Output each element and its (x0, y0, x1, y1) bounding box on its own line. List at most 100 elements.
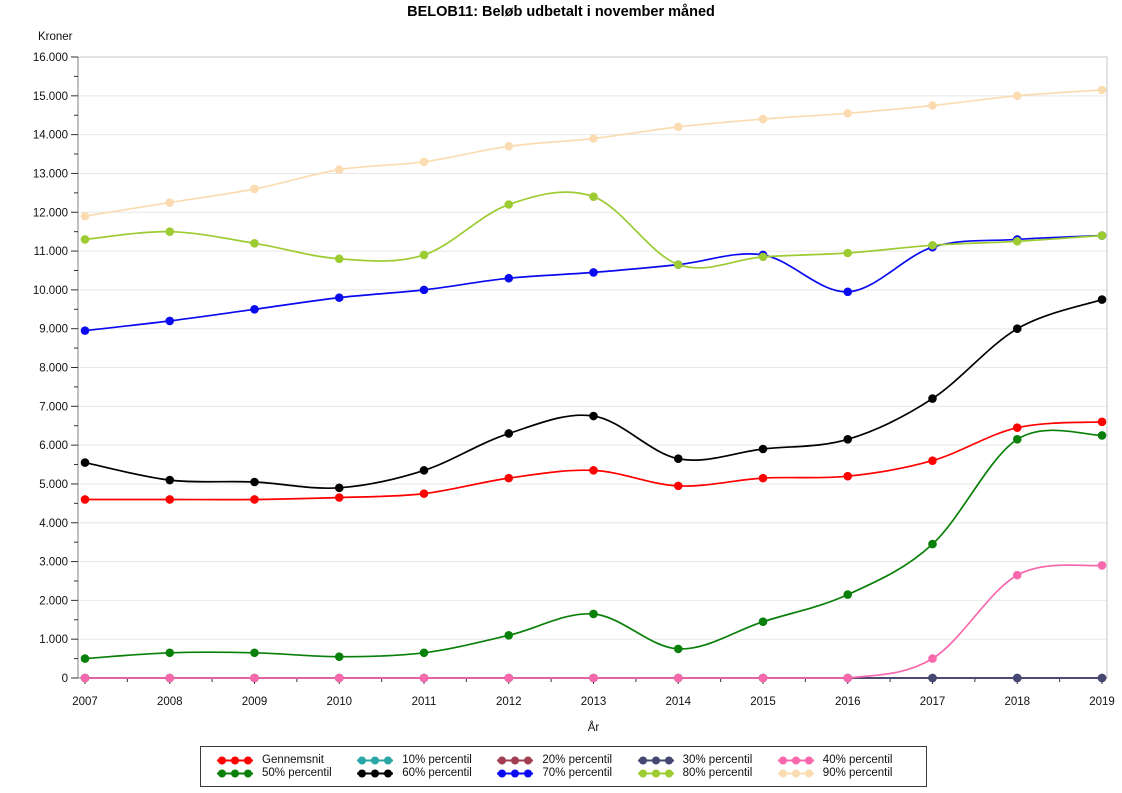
x-tick-label: 2016 (835, 696, 861, 708)
legend-marker-icon (637, 769, 674, 777)
data-point (334, 673, 344, 683)
series-80-percentil (80, 191, 1107, 269)
legend: Gennemsnit 10% percentil 20% percentil 30% … (200, 746, 927, 787)
data-point (589, 268, 598, 277)
data-point (1012, 435, 1022, 444)
x-tick-label: 2019 (1089, 696, 1115, 708)
data-point (589, 134, 598, 143)
legend-item-30-percentil: 30% percentil (636, 754, 776, 766)
y-axis: 0 1.000 2.000 3.000 4.000 5.000 6.000 7.000 8.00… (33, 52, 79, 685)
series-70-percentil (80, 231, 1107, 335)
legend-item-label: 30% percentil (682, 754, 753, 766)
legend-item-90-percentil: 90% percentil (776, 767, 916, 779)
legend-marker-icon (637, 756, 674, 764)
data-point (1097, 85, 1107, 95)
data-point (1097, 417, 1107, 427)
data-point (165, 227, 175, 236)
legend-marker-icon (217, 756, 253, 764)
data-point (419, 489, 429, 498)
legend-item-50-percentil: 50% percentil (215, 767, 355, 779)
data-point (250, 495, 259, 504)
y-tick-label: 10.000 (33, 285, 68, 297)
data-point (250, 673, 259, 683)
series-40-percentil (80, 561, 1107, 683)
legend-item-10-percentil: 10% percentil (355, 754, 495, 766)
data-point (843, 248, 853, 258)
y-tick-label: 12.000 (33, 207, 68, 219)
data-point (673, 481, 683, 491)
data-point (1012, 91, 1022, 101)
data-point (419, 250, 429, 260)
data-point (250, 184, 259, 194)
data-point (334, 293, 344, 302)
data-point (80, 326, 90, 335)
data-point (1097, 673, 1107, 683)
data-point (673, 454, 683, 464)
data-point (165, 475, 175, 485)
data-point (504, 473, 514, 483)
data-point (504, 273, 514, 283)
data-point (165, 495, 175, 504)
data-point (843, 287, 853, 297)
data-point (1012, 237, 1022, 246)
data-point (80, 211, 90, 221)
data-point (1012, 570, 1022, 580)
data-point (1097, 295, 1107, 304)
data-point (843, 673, 853, 683)
data-point (250, 304, 259, 314)
data-point (80, 458, 90, 467)
data-point (1012, 423, 1022, 432)
legend-item-label: 40% percentil (822, 754, 893, 766)
data-point (928, 456, 937, 465)
data-point (504, 141, 514, 151)
y-tick-label: 8.000 (39, 363, 68, 375)
series-50-percentil (80, 429, 1107, 663)
data-point (165, 198, 175, 207)
data-point (165, 648, 175, 658)
data-point (334, 652, 344, 661)
data-point (758, 252, 768, 262)
y-tick-label: 16.000 (33, 52, 68, 64)
legend-item-40-percentil: 40% percentil (776, 754, 916, 766)
data-point (1097, 561, 1107, 570)
x-tick-label: 2010 (326, 696, 352, 708)
series-gennemsnit (80, 417, 1107, 504)
data-point (1097, 231, 1107, 240)
y-tick-label: 1.000 (39, 634, 68, 646)
data-point (334, 493, 344, 502)
data-point (843, 471, 853, 481)
legend-marker-icon (357, 756, 394, 764)
data-point (334, 254, 344, 264)
legend-item-label: 50% percentil (262, 767, 332, 779)
data-point (758, 444, 768, 454)
series-60-percentil (80, 295, 1107, 493)
data-point (758, 673, 768, 683)
data-point (928, 673, 937, 683)
legend-item-label: 20% percentil (542, 754, 613, 766)
data-point (1012, 673, 1022, 683)
data-point (928, 101, 937, 110)
data-point (504, 673, 514, 683)
y-tick-label: 3.000 (39, 557, 68, 569)
x-tick-label: 2012 (496, 696, 522, 708)
data-point (419, 466, 429, 475)
data-point (80, 495, 90, 504)
legend-marker-icon (777, 756, 814, 764)
y-gridlines (78, 56, 1107, 640)
legend-item-label: 70% percentil (542, 767, 613, 779)
x-axis: 2007 2008 2009 2010 2011 2012 2013 2014 2015 2016… (72, 677, 1115, 708)
y-tick-label: 2.000 (39, 595, 68, 607)
data-point (1097, 431, 1107, 440)
data-point (419, 648, 429, 658)
data-point (673, 644, 683, 654)
data-point (589, 609, 598, 619)
y-tick-label: 9.000 (39, 324, 68, 336)
data-point (80, 673, 90, 683)
data-point (758, 114, 768, 124)
y-tick-label: 0 (62, 673, 68, 685)
data-point (928, 240, 937, 250)
data-point (165, 316, 175, 326)
data-point (589, 466, 598, 475)
data-point (928, 539, 937, 549)
y-tick-label: 6.000 (39, 440, 68, 452)
